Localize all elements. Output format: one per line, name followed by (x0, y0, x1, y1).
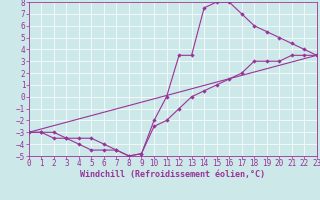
X-axis label: Windchill (Refroidissement éolien,°C): Windchill (Refroidissement éolien,°C) (80, 170, 265, 179)
